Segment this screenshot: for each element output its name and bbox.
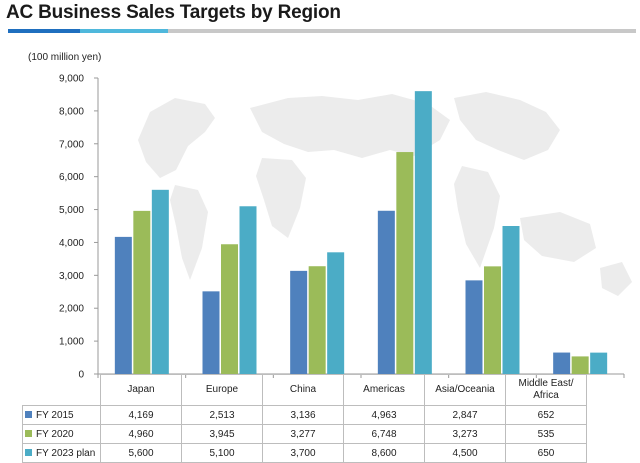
bar	[465, 280, 483, 374]
bar	[502, 226, 520, 374]
bar	[221, 244, 238, 374]
y-tick-label: 0	[78, 370, 84, 381]
data-label: 535	[505, 424, 587, 444]
bar	[151, 189, 169, 374]
title-underline	[8, 29, 636, 33]
data-label: 6,748	[343, 424, 425, 444]
data-label: 650	[505, 443, 587, 463]
data-label: 5,600	[100, 443, 182, 463]
y-axis: 0 1,000 2,000 3,000 4,000 5,000 6,000 7,000 8,00…	[59, 74, 99, 381]
y-tick-label: 2,000	[59, 304, 84, 315]
y-tick-label: 1,000	[59, 337, 84, 348]
legend-label: FY 2015	[36, 409, 74, 421]
data-label: 4,169	[100, 405, 182, 425]
data-label: 4,960	[100, 424, 182, 444]
bar	[202, 291, 220, 374]
bar	[133, 210, 151, 374]
legend-label: FY 2023 plan	[36, 447, 96, 459]
bar	[484, 266, 501, 374]
bar-chart: 0 1,000 2,000 3,000 4,000 5,000 6,000 7,000 8,00…	[59, 74, 632, 381]
category-label: Americas	[343, 374, 425, 406]
data-label: 3,945	[181, 424, 263, 444]
bar	[239, 206, 257, 374]
world-map-background	[138, 92, 632, 296]
category-label: Middle East/Africa	[505, 374, 587, 406]
data-table-row: FY 2015 4,169 2,513 3,136 4,963 2,847 652	[22, 405, 587, 425]
legend-swatch	[25, 410, 32, 418]
legend-swatch	[25, 429, 32, 437]
legend-swatch	[25, 448, 32, 456]
category-label-line: Africa	[533, 390, 559, 401]
data-label: 3,136	[262, 405, 344, 425]
data-label: 8,600	[343, 443, 425, 463]
bar	[308, 266, 326, 374]
bar	[553, 352, 571, 374]
bars	[114, 91, 608, 375]
bar	[377, 210, 395, 374]
data-label: 2,513	[181, 405, 263, 425]
title-underline-accent-dark	[8, 29, 80, 33]
data-label: 4,500	[424, 443, 506, 463]
bar	[327, 252, 345, 374]
legend-label: FY 2020	[36, 428, 74, 440]
data-table-row: FY 2020 4,960 3,945 3,277 6,748 3,273 535	[22, 424, 587, 444]
data-label: 3,273	[424, 424, 506, 444]
data-table-row: FY 2023 plan 5,600 5,100 3,700 8,600 4,500 650	[22, 443, 587, 463]
data-table-header-row: Japan Europe China Americas Asia/Oceania Midd…	[23, 374, 587, 406]
page-title: AC Business Sales Targets by Region	[6, 2, 341, 23]
category-label-line: Europe	[205, 384, 239, 395]
data-label: 2,847	[424, 405, 506, 425]
y-tick-label: 4,000	[59, 238, 84, 249]
data-label: 5,100	[181, 443, 263, 463]
y-tick-label: 5,000	[59, 205, 84, 216]
title-underline-accent-light	[80, 29, 168, 33]
bar	[396, 152, 414, 374]
legend-entry: FY 2020	[22, 424, 101, 444]
bar	[290, 270, 308, 374]
category-label: Japan	[100, 374, 182, 406]
y-tick-label: 9,000	[59, 74, 84, 85]
category-label: China	[262, 374, 344, 406]
data-table-corner	[23, 375, 101, 406]
category-label-line: Middle East/	[518, 378, 574, 389]
legend-entry: FY 2015	[22, 405, 101, 425]
y-tick-label: 3,000	[59, 271, 84, 282]
y-tick-label: 7,000	[59, 139, 84, 150]
data-label: 652	[505, 405, 587, 425]
category-label: Asia/Oceania	[424, 374, 506, 406]
data-label: 4,963	[343, 405, 425, 425]
data-label: 3,277	[262, 424, 344, 444]
y-axis-unit-label: (100 million yen)	[28, 52, 102, 63]
bar	[414, 91, 432, 375]
category-label-line: Japan	[127, 384, 155, 395]
y-tick-label: 6,000	[59, 172, 84, 183]
bar	[114, 236, 132, 374]
category-label-line: China	[289, 384, 317, 395]
bar	[571, 356, 589, 374]
category-label: Europe	[181, 374, 263, 406]
bar	[590, 352, 608, 374]
legend-entry: FY 2023 plan	[22, 443, 101, 463]
category-label-line: Americas	[363, 384, 405, 395]
data-table: Japan Europe China Americas Asia/Oceania Midd…	[22, 374, 587, 463]
data-table-body: FY 2015 4,169 2,513 3,136 4,963 2,847 652 FY 20…	[22, 405, 587, 463]
data-label: 3,700	[262, 443, 344, 463]
category-label-line: Asia/Oceania	[435, 384, 495, 395]
y-tick-label: 8,000	[59, 106, 84, 117]
